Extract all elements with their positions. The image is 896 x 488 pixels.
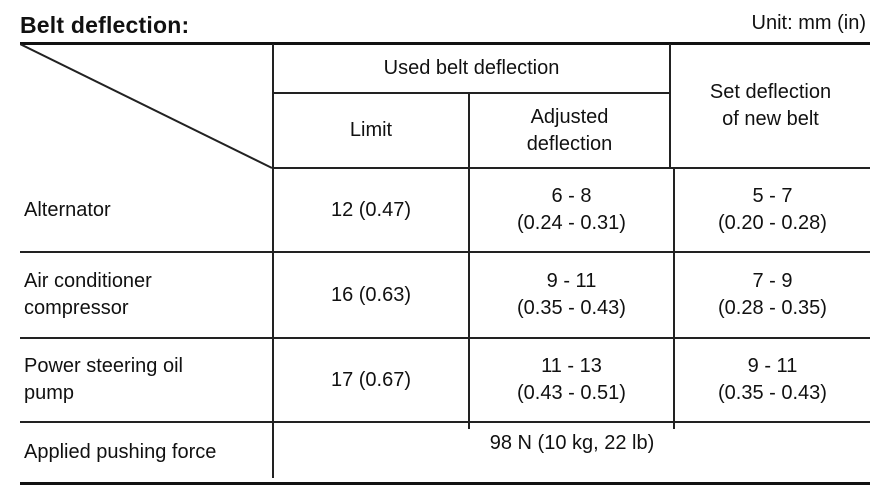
top-rule bbox=[20, 42, 870, 45]
header-set-deflection: Set deflection of new belt bbox=[709, 81, 832, 130]
force-value: 98 N (10 kg, 22 lb) bbox=[489, 431, 655, 454]
row-label: Alternator bbox=[24, 198, 111, 221]
set-value: 7 - 9 (0.28 - 0.35) bbox=[718, 270, 827, 319]
limit-value: 16 (0.63) bbox=[330, 283, 412, 306]
bottom-rule bbox=[20, 482, 870, 485]
row-label: Power steering oil pump bbox=[24, 355, 183, 404]
set-value: 5 - 7 (0.20 - 0.28) bbox=[718, 185, 827, 234]
limit-value: 12 (0.47) bbox=[330, 198, 412, 221]
header-used-belt-deflection: Used belt deflection bbox=[383, 56, 560, 79]
adjusted-value: 9 - 11 (0.35 - 0.43) bbox=[517, 270, 626, 319]
header-adjusted-deflection: Adjusted deflection bbox=[526, 105, 613, 155]
force-label: Applied pushing force bbox=[24, 440, 217, 463]
page-title: Belt deflection: bbox=[20, 12, 190, 38]
header-limit: Limit bbox=[349, 119, 393, 141]
limit-value: 17 (0.67) bbox=[330, 368, 412, 391]
adjusted-value: 6 - 8 (0.24 - 0.31) bbox=[517, 185, 626, 234]
adjusted-value: 11 - 13 (0.43 - 0.51) bbox=[517, 355, 626, 404]
row-label: Air conditioner compressor bbox=[24, 270, 152, 319]
set-value: 9 - 11 (0.35 - 0.43) bbox=[718, 355, 827, 404]
unit-note: Unit: mm (in) bbox=[751, 12, 866, 34]
